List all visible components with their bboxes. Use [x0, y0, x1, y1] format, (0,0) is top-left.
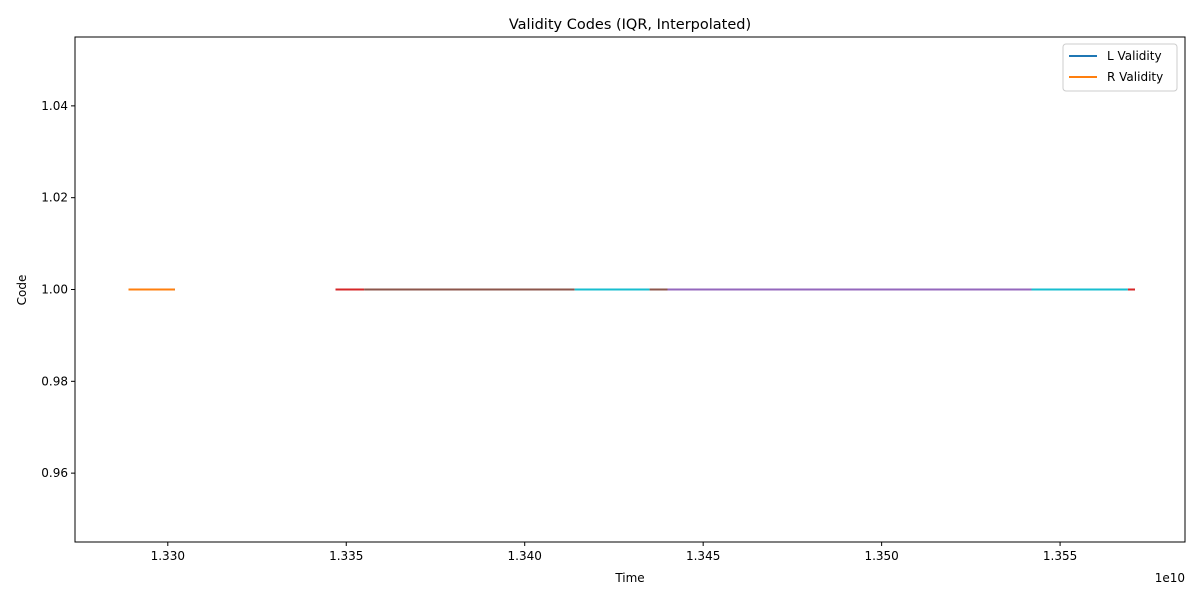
x-axis-title: Time	[614, 571, 644, 585]
y-axis-title: Code	[15, 275, 29, 306]
y-axis: 0.96 0.98 1.00 1.02 1.04	[41, 99, 75, 480]
x-tick-label: 1.345	[686, 549, 720, 563]
x-tick-label: 1.335	[329, 549, 363, 563]
legend-label: R Validity	[1107, 70, 1163, 84]
x-axis: 1.330 1.335 1.340 1.345 1.350 1.355	[151, 542, 1077, 563]
legend-label: L Validity	[1107, 49, 1162, 63]
y-tick-label: 0.96	[41, 466, 68, 480]
x-tick-label: 1.355	[1043, 549, 1077, 563]
y-tick-label: 0.98	[41, 374, 68, 388]
x-tick-label: 1.350	[864, 549, 898, 563]
chart-title: Validity Codes (IQR, Interpolated)	[509, 17, 751, 33]
x-tick-label: 1.340	[508, 549, 542, 563]
y-tick-label: 1.04	[41, 99, 68, 113]
x-tick-label: 1.330	[151, 549, 185, 563]
y-tick-label: 1.00	[41, 283, 68, 297]
x-axis-offset-label: 1e10	[1155, 571, 1185, 585]
legend: L Validity R Validity	[1062, 43, 1178, 92]
y-tick-label: 1.02	[41, 191, 68, 205]
